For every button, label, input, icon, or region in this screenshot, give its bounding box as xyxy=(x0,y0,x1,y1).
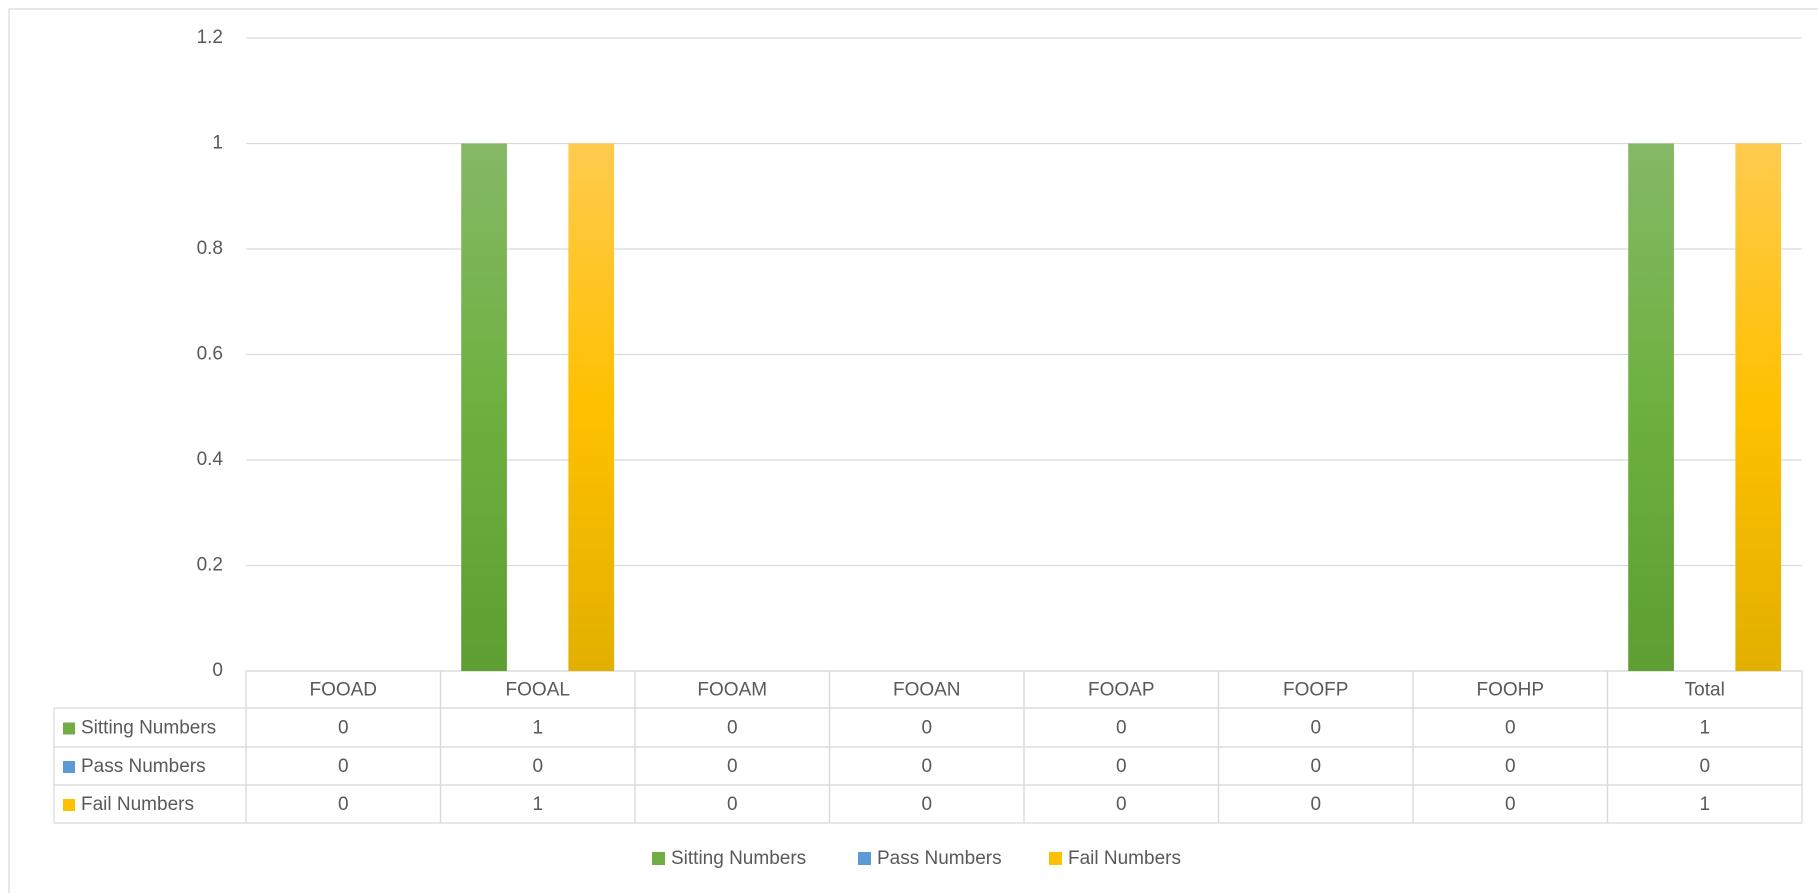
table-legend-key xyxy=(63,761,75,773)
table-row-label: Sitting Numbers xyxy=(81,718,216,739)
table-value: 0 xyxy=(727,756,738,777)
legend-key xyxy=(858,852,871,865)
table-row-label: Fail Numbers xyxy=(81,794,194,815)
table-value: 0 xyxy=(921,718,932,739)
table-value: 0 xyxy=(1116,718,1127,739)
x-tick-label: Total xyxy=(1685,680,1725,701)
legend-label: Sitting Numbers xyxy=(671,848,806,869)
y-tick-label: 1 xyxy=(212,133,223,154)
table-value: 0 xyxy=(921,756,932,777)
x-tick-label: FOOAD xyxy=(309,680,377,701)
table-value: 1 xyxy=(1699,794,1710,815)
table-value: 1 xyxy=(1699,718,1710,739)
table-value: 0 xyxy=(1505,794,1516,815)
table-legend-key xyxy=(63,722,75,735)
bar xyxy=(1628,143,1674,671)
table-value: 0 xyxy=(1505,718,1516,739)
legend-label: Pass Numbers xyxy=(877,848,1002,869)
table-value: 0 xyxy=(1116,756,1127,777)
legend-key xyxy=(1049,852,1062,865)
table-value: 0 xyxy=(1505,756,1516,777)
table-value: 0 xyxy=(727,718,738,739)
table-cell xyxy=(1606,784,1803,824)
bar xyxy=(461,143,507,671)
y-tick-label: 0.6 xyxy=(197,344,223,365)
table-value: 0 xyxy=(338,794,349,815)
table-value: 0 xyxy=(532,756,543,777)
table-value: 0 xyxy=(1699,756,1710,777)
y-tick-label: 0 xyxy=(212,660,223,681)
chart-border xyxy=(8,8,1818,893)
y-tick-label: 0.4 xyxy=(197,449,224,470)
table-value: 0 xyxy=(1310,756,1321,777)
y-tick-label: 0.2 xyxy=(197,555,223,576)
table-value: 0 xyxy=(727,794,738,815)
x-tick-label: FOOAN xyxy=(893,680,961,701)
table-row-label: Pass Numbers xyxy=(81,756,206,777)
table-value: 0 xyxy=(1116,794,1127,815)
table-legend-key xyxy=(63,799,75,811)
table-value: 0 xyxy=(921,794,932,815)
table-value: 1 xyxy=(532,718,543,739)
bar xyxy=(1735,143,1782,671)
table-value: 1 xyxy=(532,794,543,815)
legend-key xyxy=(652,852,665,865)
x-tick-label: FOOHP xyxy=(1476,680,1544,701)
bar xyxy=(568,143,615,671)
x-tick-label: FOOFP xyxy=(1283,680,1348,701)
table-value: 0 xyxy=(338,718,349,739)
x-tick-label: FOOAM xyxy=(697,680,767,701)
table-value: 0 xyxy=(1310,718,1321,739)
y-tick-label: 0.8 xyxy=(197,238,223,259)
x-tick-label: FOOAP xyxy=(1088,680,1155,701)
table-value: 0 xyxy=(1310,794,1321,815)
x-tick-label: FOOAL xyxy=(506,680,570,701)
y-tick-label: 1.2 xyxy=(197,27,223,48)
legend-label: Fail Numbers xyxy=(1068,848,1181,869)
table-value: 0 xyxy=(338,756,349,777)
